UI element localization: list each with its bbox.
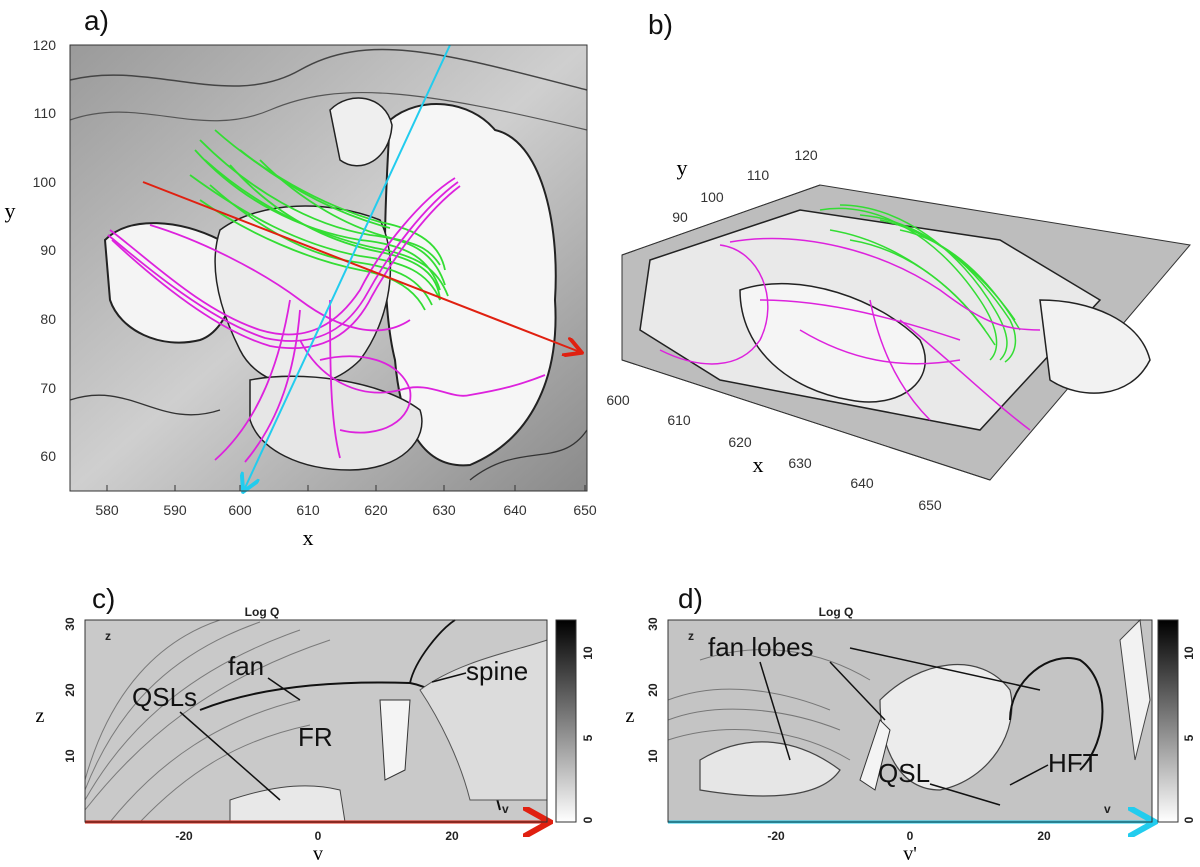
panel-d-cbar-tick: 10 [1182,646,1196,660]
panel-a-ytick: 70 [40,380,56,396]
panel-a-ytick: 80 [40,311,56,327]
panel-d-ylabel: z [626,705,635,727]
panel-d-ytick: 30 [646,617,660,631]
panel-a-ytick: 110 [34,105,57,121]
panel-c-label-qsls: QSLs [132,682,197,712]
panel-d-colorbar: 10 5 0 [1157,619,1196,823]
panel-d-letter: d) [678,583,703,614]
panel-a-ytick: 60 [40,448,56,464]
panel-d-label-hft: HFT [1048,748,1099,778]
panel-b-ytick: 90 [672,209,688,225]
panel-b-green-fieldlines [819,204,1021,363]
panel-c-ytick: 30 [63,617,77,631]
panel-d-ytick: 20 [646,683,660,697]
panel-c-plot [84,619,547,822]
panel-b-ytick: 100 [700,189,724,205]
panel-b-yaxis: 90 100 110 120 y [621,147,821,256]
panel-a: a) [5,5,597,550]
panel-d-title: Log Q [819,605,854,619]
panel-c-colorbar: 10 5 0 [555,619,595,823]
panel-a-xlabel: x [303,525,314,550]
panel-a-xtick: 600 [228,502,252,518]
panel-a-ytick: 100 [33,174,57,190]
panel-c: c) Log Q fan spine QSLs [36,583,595,865]
panel-c-xtick: 20 [445,829,459,843]
panel-b-letter: b) [648,9,673,40]
panel-c-xlabel: v [313,843,323,862]
panel-c-xtick: 0 [315,829,322,843]
panel-c-xaxis: -20 0 20 v [175,829,459,865]
panel-b-ylabel: y [677,155,688,180]
panel-b-xtick: 600 [606,392,630,408]
panel-c-xtick: -20 [175,829,193,843]
panel-b-xtick: 620 [728,434,752,450]
panel-d-plot [667,618,1152,822]
panel-c-letter: c) [92,583,115,614]
panel-c-ytick: 20 [63,683,77,697]
panel-b-xtick: 640 [850,475,874,491]
panel-a-xtick: 620 [364,502,388,518]
panel-c-corner-z: z [105,629,111,643]
panel-a-letter: a) [84,5,109,36]
panel-d-label-qsl: QSL [878,758,930,788]
panel-a-xtick: 640 [503,502,527,518]
panel-d-ytick: 10 [646,749,660,763]
panel-d-corner-z: z [688,629,694,643]
panel-c-label-fan: fan [228,651,264,681]
panel-c-label-fr: FR [298,722,333,752]
panel-c-cbar-tick: 10 [581,646,595,660]
panel-d: d) Log Q fan lobes QSL HFT z v [626,583,1196,865]
panel-a-white-region [384,103,557,467]
panel-c-yaxis: 30 20 10 z [36,617,77,763]
panel-a-xtick: 610 [296,502,320,518]
panel-b-xtick: 650 [918,497,942,513]
panel-a-xaxis: 580 590 600 610 620 630 640 650 x [95,485,597,550]
panel-d-cbar-tick: 5 [1182,734,1196,741]
panel-d-xtick: 20 [1037,829,1051,843]
panel-d-yaxis: 30 20 10 z [626,617,660,763]
panel-c-spine-curve [409,619,456,684]
panel-a-yaxis: 120 110 100 90 80 70 60 y [5,37,57,464]
panel-b-xtick: 630 [788,455,812,471]
panel-c-ylabel: z [36,705,45,727]
panel-a-red-cut [142,181,580,352]
panel-a-xtick: 630 [432,502,456,518]
panel-c-corner-v: v [502,802,509,816]
panel-a-ylabel: y [5,198,16,223]
panel-b-ytick: 120 [794,147,818,163]
panel-b-xlabel: x [753,452,764,477]
panel-d-xtick: 0 [907,829,914,843]
panel-d-cbar-tick: 0 [1182,816,1196,823]
panel-d-xtick: -20 [767,829,785,843]
panel-a-ytick: 120 [33,37,57,53]
panel-b: b) [606,9,1191,513]
panel-a-xtick: 650 [573,502,597,518]
panel-c-cbar-tick: 5 [581,734,595,741]
panel-a-cyan-cut [244,44,451,490]
panel-a-ytick: 90 [40,242,56,258]
panel-c-title: Log Q [245,605,280,619]
panel-d-corner-v: v [1104,802,1111,816]
panel-a-plot [69,44,588,491]
panel-b-ytick: 110 [747,167,770,183]
panel-c-label-spine: spine [466,656,528,686]
panel-c-cbar-tick: 0 [581,816,595,823]
panel-d-xlabel: v' [903,843,917,862]
panel-d-fan-lobe-curve [1009,657,1104,771]
panel-d-xaxis: -20 0 20 v' [767,829,1051,865]
panel-a-magenta-fieldlines [107,177,546,463]
panel-d-label-fan-lobes: fan lobes [708,632,814,662]
panel-b-magenta-fieldlines [659,237,1041,431]
panel-a-xtick: 580 [95,502,119,518]
panel-c-ytick: 10 [63,749,77,763]
panel-a-xtick: 590 [163,502,187,518]
panel-b-xaxis: 600 610 620 630 640 650 x [606,359,991,513]
panel-b-plot [621,184,1191,481]
panel-b-xtick: 610 [667,412,691,428]
